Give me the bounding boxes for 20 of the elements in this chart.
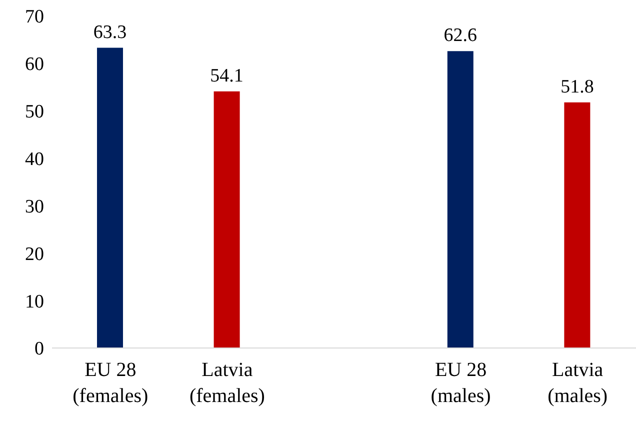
x-tick-label: EU 28 (males) xyxy=(430,359,491,407)
x-tick-label: Latvia (males) xyxy=(548,359,608,407)
data-label: 62.6 xyxy=(444,25,478,46)
bar xyxy=(447,51,474,348)
x-tick-label: Latvia (females) xyxy=(189,359,265,407)
y-tick-label: 30 xyxy=(25,196,44,218)
bar xyxy=(97,48,123,348)
y-tick-label: 60 xyxy=(25,54,44,76)
data-label: 63.3 xyxy=(93,22,127,43)
y-tick-label: 10 xyxy=(25,291,44,312)
x-tick-label: EU 28 (females) xyxy=(72,359,148,407)
y-tick-label: 40 xyxy=(25,149,44,170)
bar xyxy=(214,91,240,348)
y-tick-label: 20 xyxy=(25,244,44,265)
data-label: 54.1 xyxy=(210,65,244,86)
bar xyxy=(564,102,590,348)
data-label: 51.8 xyxy=(560,76,594,98)
y-tick-label: 70 xyxy=(25,6,44,28)
y-tick-label: 50 xyxy=(25,102,44,123)
y-tick-label: 0 xyxy=(34,338,44,360)
